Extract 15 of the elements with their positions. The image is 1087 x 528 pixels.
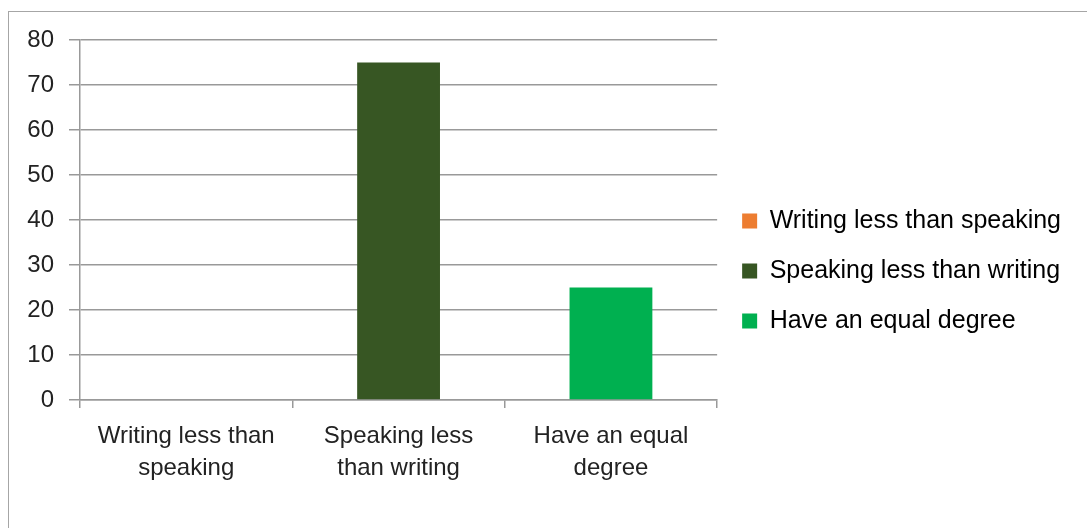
y-tick-label: 50 (27, 159, 54, 187)
y-tick-label: 0 (40, 384, 54, 412)
x-tick-label: Have an equal degree (533, 420, 689, 481)
x-tick-label: Speaking less than writing (323, 420, 474, 481)
x-tick-label: Writing less than speaking (97, 420, 275, 481)
y-tick-label: 70 (27, 69, 54, 97)
y-tick-label: 30 (27, 249, 54, 277)
legend-label: Speaking less than writing (769, 254, 1061, 283)
y-tick-label: 10 (27, 339, 54, 367)
legend-label: Writing less than speaking (769, 204, 1061, 233)
y-tick-label: 20 (27, 294, 54, 322)
y-tick-label: 40 (27, 204, 54, 232)
y-tick-label: 80 (27, 24, 54, 52)
y-tick-label: 60 (27, 114, 54, 142)
legend-label: Have an equal degree (769, 304, 1016, 333)
